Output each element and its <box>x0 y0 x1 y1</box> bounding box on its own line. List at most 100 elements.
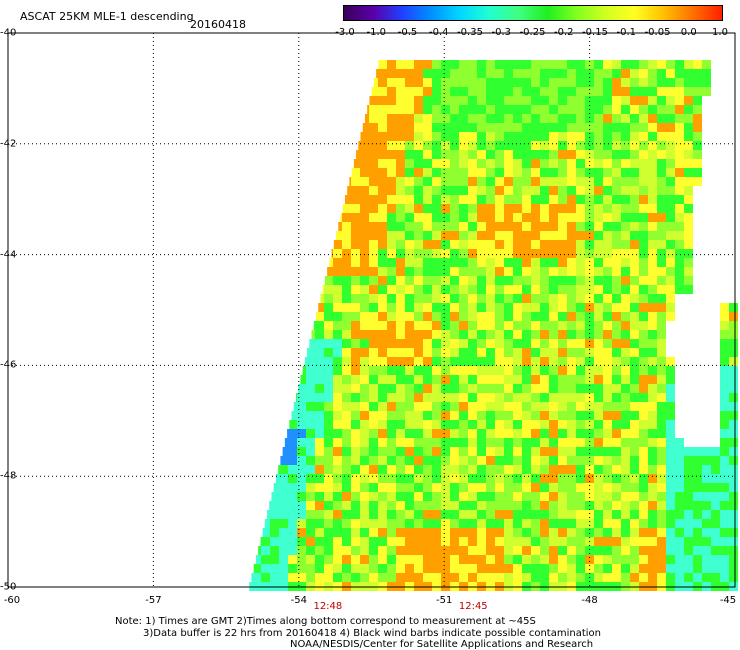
wind-cell <box>648 501 657 510</box>
wind-cell <box>567 546 576 555</box>
wind-cell <box>576 528 585 537</box>
wind-cell <box>495 501 504 510</box>
wind-cell <box>387 492 396 501</box>
wind-cell <box>630 438 639 447</box>
wind-cell <box>531 87 540 96</box>
wind-cell <box>306 537 315 546</box>
wind-cell <box>396 339 405 348</box>
wind-cell <box>657 114 666 123</box>
wind-cell <box>702 564 711 573</box>
wind-cell <box>585 132 594 141</box>
wind-cell <box>360 519 369 528</box>
wind-cell <box>612 564 621 573</box>
wind-cell <box>684 447 693 456</box>
wind-cell <box>369 429 378 438</box>
wind-cell <box>621 69 630 78</box>
wind-cell <box>459 321 468 330</box>
wind-cell <box>612 474 621 483</box>
wind-cell <box>333 564 342 573</box>
wind-cell <box>531 312 540 321</box>
wind-cell <box>639 186 648 195</box>
wind-cell <box>702 519 711 528</box>
wind-cell <box>423 465 432 474</box>
wind-cell <box>567 456 576 465</box>
wind-cell <box>459 87 468 96</box>
wind-cell <box>342 312 351 321</box>
wind-cell <box>288 447 297 456</box>
wind-cell <box>576 483 585 492</box>
wind-cell <box>432 231 441 240</box>
wind-cell <box>369 375 378 384</box>
wind-cell <box>261 564 270 573</box>
wind-cell <box>702 555 711 564</box>
wind-cell <box>477 393 486 402</box>
wind-cell <box>693 483 702 492</box>
wind-cell <box>639 546 648 555</box>
wind-cell <box>459 78 468 87</box>
wind-cell <box>567 465 576 474</box>
wind-cell <box>324 492 333 501</box>
wind-cell <box>576 204 585 213</box>
wind-cell <box>324 321 333 330</box>
wind-cell <box>423 357 432 366</box>
wind-cell <box>558 303 567 312</box>
wind-cell <box>585 492 594 501</box>
wind-cell <box>360 555 369 564</box>
wind-cell <box>558 492 567 501</box>
wind-cell <box>378 384 387 393</box>
wind-cell <box>324 501 333 510</box>
wind-cell <box>666 168 675 177</box>
wind-cell <box>486 186 495 195</box>
wind-cell <box>675 555 684 564</box>
wind-cell <box>585 384 594 393</box>
wind-cell <box>612 348 621 357</box>
wind-cell <box>513 132 522 141</box>
wind-cell <box>684 276 693 285</box>
wind-cell <box>630 420 639 429</box>
wind-cell <box>423 420 432 429</box>
wind-cell <box>316 312 326 321</box>
wind-cell <box>360 357 369 366</box>
wind-cell <box>342 330 351 339</box>
wind-cell <box>558 474 567 483</box>
wind-cell <box>369 159 378 168</box>
wind-cell <box>360 204 369 213</box>
wind-cell <box>450 330 459 339</box>
wind-cell <box>468 249 477 258</box>
wind-cell <box>324 375 333 384</box>
wind-cell <box>504 510 513 519</box>
wind-cell <box>630 393 639 402</box>
wind-cell <box>504 96 513 105</box>
wind-cell <box>405 105 414 114</box>
wind-cell <box>423 330 432 339</box>
wind-cell <box>441 204 450 213</box>
wind-cell <box>396 366 405 375</box>
wind-cell <box>369 348 378 357</box>
wind-cell <box>477 573 486 582</box>
wind-cell <box>549 258 558 267</box>
wind-cell <box>612 159 621 168</box>
wind-cell <box>279 474 288 483</box>
wind-cell <box>531 501 540 510</box>
wind-cell <box>558 447 567 456</box>
wind-cell <box>504 402 513 411</box>
wind-cell <box>558 420 567 429</box>
wind-cell <box>540 564 549 573</box>
wind-cell <box>693 555 702 564</box>
wind-cell <box>540 276 549 285</box>
wind-cell <box>405 393 414 402</box>
latitude-label: -50 <box>0 581 17 593</box>
wind-cell <box>378 168 387 177</box>
wind-cell <box>504 87 513 96</box>
wind-cell <box>333 285 342 294</box>
wind-cell <box>324 573 333 582</box>
wind-cell <box>477 537 486 546</box>
wind-cell <box>513 375 522 384</box>
wind-cell <box>531 519 540 528</box>
wind-cell <box>630 150 639 159</box>
wind-cell <box>666 132 675 141</box>
wind-cell <box>639 240 648 249</box>
wind-cell <box>612 492 621 501</box>
wind-cell <box>684 60 693 69</box>
wind-cell <box>585 123 594 132</box>
